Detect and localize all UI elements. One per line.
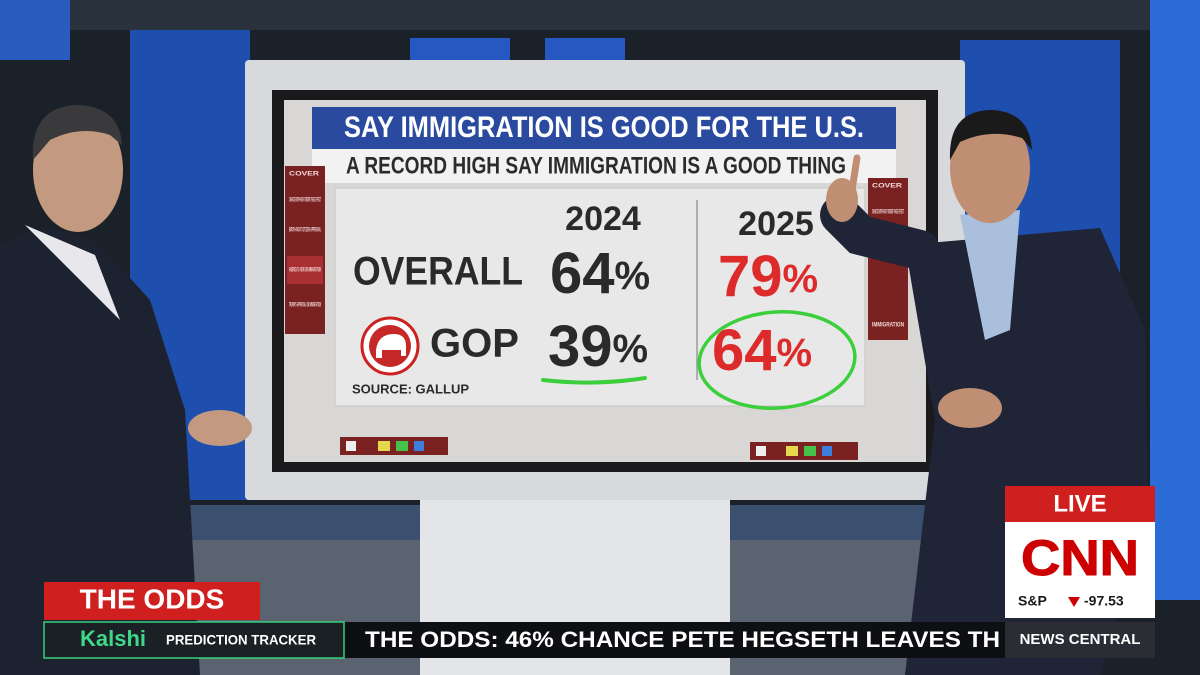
network-box (1005, 522, 1155, 618)
studio-panel (1150, 0, 1200, 600)
menu-item: BIRTH-RIGHT CITIZEN APPROVAL (289, 228, 321, 234)
show-box (1005, 622, 1155, 658)
control (378, 441, 390, 451)
live-box (1005, 486, 1155, 522)
shirt (25, 225, 120, 320)
tracker-label: PREDICTION TRACKER (166, 632, 316, 648)
cell: 64% (712, 318, 812, 383)
cell-unit: % (777, 331, 813, 375)
column-header: 2024 (565, 200, 641, 238)
cell-value: 79 (718, 244, 783, 309)
menu-item: AMERICA'S VIEW ON IMMIGRATION (289, 268, 321, 274)
hands (188, 410, 252, 446)
market-change: -97.53 (1084, 593, 1124, 609)
shirt (960, 210, 1020, 340)
hair (949, 110, 1032, 160)
hand (938, 388, 1002, 428)
menu-item: COVER (289, 172, 320, 178)
raised-arm (820, 195, 940, 270)
down-arrow (1068, 597, 1080, 607)
menu-item: CHANCE BIRTH-RIGHT ORDER TAKES EFFECT (872, 210, 904, 216)
head (950, 113, 1030, 223)
show-name: NEWS CENTRAL (1020, 631, 1141, 648)
head (33, 108, 123, 232)
suit (0, 230, 200, 675)
sponsor-box (43, 621, 345, 659)
gop-elephant (376, 334, 406, 358)
studio-panel (0, 0, 70, 60)
cell-value: 39 (548, 314, 613, 379)
control (756, 446, 766, 456)
cell-unit: % (783, 257, 819, 301)
cell-unit: % (613, 327, 649, 371)
cell: 79% (718, 244, 818, 309)
cell: 39% (548, 314, 648, 379)
cell-value: 64 (550, 241, 615, 306)
odds-label: THE ODDS (80, 583, 225, 614)
hair (32, 105, 123, 160)
network-logo: CNN (1021, 530, 1139, 586)
screen-title: SAY IMMIGRATION IS GOOD FOR THE U.S. (344, 111, 864, 144)
control (822, 446, 832, 456)
source: SOURCE: GALLUP (352, 381, 469, 396)
control (414, 441, 424, 451)
cell-unit: % (615, 254, 651, 298)
control (396, 441, 408, 451)
column-header: 2025 (738, 205, 814, 243)
left-menu (285, 166, 325, 334)
sponsor: Kalshi (80, 626, 146, 651)
odds-label-box (44, 582, 260, 620)
control (786, 446, 798, 456)
menu-highlight (287, 256, 323, 284)
left-menu-items: COVER CHANCE BIRTH-RIGHT ORDER TAKES EFF… (287, 172, 323, 309)
screen-controls (340, 437, 448, 455)
table-panel (334, 187, 866, 407)
live-label: LIVE (1053, 490, 1106, 517)
finger (848, 154, 861, 194)
control (804, 446, 816, 456)
telestrator-underline (541, 376, 647, 385)
screen-subtitle: A RECORD HIGH SAY IMMIGRATION IS A GOOD … (346, 152, 846, 179)
left-presenter (0, 105, 252, 675)
ticker-text: THE ODDS: 46% CHANCE PETE HEGSETH LEAVES… (365, 627, 1000, 652)
menu-item: IMMIGRATION (872, 323, 904, 329)
menu-item: CHANCE BIRTH-RIGHT ORDER TAKES EFFECT (289, 198, 321, 204)
menu-item: COVER (872, 184, 903, 190)
row-label: GOP (430, 322, 519, 366)
studio-ceiling (70, 0, 1150, 30)
telestrator-circle (697, 310, 857, 410)
cell: 64% (550, 241, 650, 306)
control (346, 441, 356, 451)
subtitle-bar (312, 149, 896, 183)
title-bar (312, 107, 896, 149)
market-index: S&P (1018, 593, 1047, 609)
row-label: OVERALL (353, 250, 523, 294)
menu-item: TRUMP'S APPROVAL ON IMMIGRATION (289, 303, 321, 309)
